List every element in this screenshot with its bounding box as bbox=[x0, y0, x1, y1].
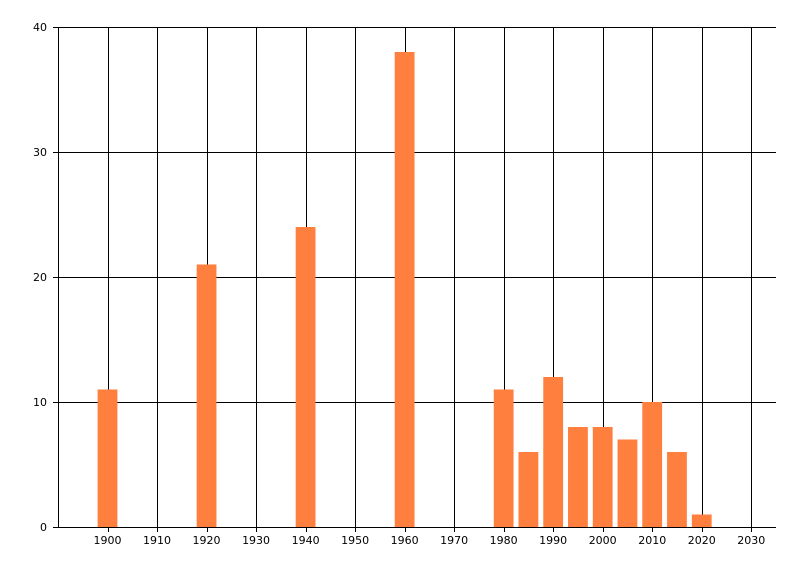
x-tick-label: 2030 bbox=[737, 534, 765, 547]
y-tick-label: 10 bbox=[33, 396, 47, 409]
bar bbox=[518, 452, 539, 527]
bar bbox=[196, 264, 217, 527]
bar bbox=[617, 439, 638, 527]
x-tick-label: 1940 bbox=[292, 534, 320, 547]
bar bbox=[592, 427, 613, 527]
y-tick-label: 30 bbox=[33, 146, 47, 159]
x-tick-label: 1970 bbox=[440, 534, 468, 547]
x-tick-label: 1920 bbox=[193, 534, 221, 547]
x-tick-label: 1900 bbox=[94, 534, 122, 547]
x-tick-label: 1910 bbox=[143, 534, 171, 547]
bar bbox=[691, 514, 712, 527]
tick-labels: 1900 1910 1920 1930 1940 1950 1960 1970 1980 1990… bbox=[33, 21, 765, 547]
x-tick-label: 1960 bbox=[391, 534, 419, 547]
x-tick-label: 2010 bbox=[638, 534, 666, 547]
axes bbox=[53, 27, 776, 532]
bars bbox=[97, 52, 712, 527]
y-tick-label: 0 bbox=[40, 521, 47, 534]
x-tick-label: 2000 bbox=[589, 534, 617, 547]
grid bbox=[58, 27, 776, 527]
bar bbox=[568, 427, 588, 527]
y-tick-label: 20 bbox=[33, 271, 47, 284]
bar bbox=[642, 402, 663, 527]
bar bbox=[295, 227, 316, 527]
bar bbox=[97, 389, 118, 527]
y-tick-label: 40 bbox=[33, 21, 47, 34]
x-tick-label: 1930 bbox=[242, 534, 270, 547]
x-tick-label: 1990 bbox=[539, 534, 567, 547]
bar bbox=[543, 377, 564, 527]
x-tick-label: 1980 bbox=[490, 534, 518, 547]
bar bbox=[493, 389, 514, 527]
bar bbox=[667, 452, 687, 527]
x-tick-label: 2020 bbox=[688, 534, 716, 547]
x-tick-label: 1950 bbox=[341, 534, 369, 547]
bar bbox=[394, 52, 415, 527]
